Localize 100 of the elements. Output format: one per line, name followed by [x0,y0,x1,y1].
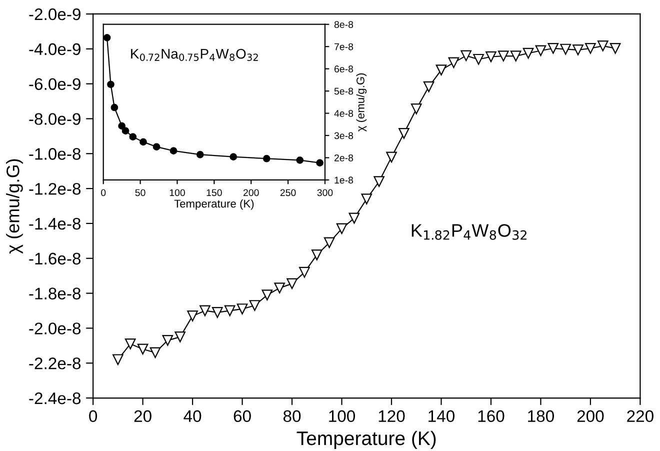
y-tick-label: -1.2e-8 [29,182,81,195]
point [486,51,496,62]
point [423,81,434,92]
point [110,104,118,112]
y2-tick-label: 6e-8 [334,66,354,72]
x-tick-label: 0 [101,189,106,196]
point [137,344,148,355]
point [174,331,186,342]
x-axis-title: Temperature (K) [296,430,436,450]
point [560,44,572,55]
x-tick-label: 20 [134,410,152,422]
point [170,147,178,155]
point [585,42,596,54]
y-tick-label: -4.0e-9 [29,43,80,56]
y-tick-label: -8.0e-9 [29,113,80,125]
point [118,122,126,130]
x-tick-label: 40 [184,410,202,422]
y2-axis-title: χ (emu/g.G) [356,73,367,132]
point [460,50,472,62]
point [107,80,114,88]
point [610,42,621,54]
x-tick-label: 50 [135,189,146,196]
point [152,143,160,151]
point [140,138,147,146]
point [361,194,372,204]
point [311,249,322,260]
y2-tick-label: 1e-8 [334,176,354,184]
x-tick-label: 0 [89,410,98,422]
point [572,44,584,56]
x-tick-label: 180 [528,410,554,422]
point [129,133,137,141]
x-axis-title: Temperature (K) [174,199,254,210]
y2-tick-label: 3e-8 [334,132,354,140]
annotation: K$_{1.82}$P$_{4}$W$_{8}$O$_{32}$ [412,224,526,240]
point [196,150,204,158]
point [398,128,410,139]
y-tick-label: -2.2e-8 [29,357,81,370]
y-tick-label: -2.4e-8 [29,392,81,404]
point [498,50,509,62]
y-tick-label: -1.0e-8 [29,148,81,160]
y2-tick-label: 4e-8 [334,110,354,117]
point [374,176,384,187]
point [224,305,236,316]
point [448,57,460,68]
x-tick-label: 120 [378,410,405,422]
x-tick-label: 220 [627,410,654,422]
x-tick-label: 140 [428,410,454,422]
point [103,34,111,42]
point [122,127,130,135]
point [212,307,223,318]
point [386,152,397,163]
x-tick-label: 80 [283,410,301,422]
x-tick-label: 200 [577,410,604,422]
point [262,290,273,300]
x-tick-label: 200 [243,189,259,196]
point [473,54,484,65]
y-tick-label: -6.0e-9 [29,78,80,90]
point [124,338,136,350]
x-tick-label: 150 [206,189,222,196]
x-tick-label: 100 [329,410,356,422]
point [274,282,285,294]
point [162,334,174,346]
point [200,305,210,316]
y2-tick-label: 2e-8 [334,154,354,162]
y2-tick-label: 7e-8 [334,43,354,50]
y2-tick-label: 5e-8 [334,88,354,95]
y-tick-label: -1.4e-8 [29,218,81,230]
y-tick-label: -1.6e-8 [29,252,81,265]
x-tick-label: 60 [234,410,251,422]
point [236,304,248,314]
point [316,159,324,167]
y-axis-title: χ (emu/g.G) [6,159,23,254]
point [597,40,608,52]
point [410,104,422,114]
point [522,48,534,59]
point [336,223,348,234]
x-tick-label: 100 [170,189,185,196]
point [510,50,522,62]
point [286,278,298,290]
point [348,212,360,224]
y-tick-label: -1.8e-8 [29,288,81,300]
x-tick-label: 160 [478,410,504,422]
point [436,64,447,76]
point [112,354,124,366]
point [150,347,161,358]
y-tick-label: -2.0e-8 [29,322,81,334]
point [324,237,335,248]
point [187,310,198,322]
point [535,45,546,56]
x-tick-label: 300 [317,189,333,196]
text: K$_{0.72}$Na$_{0.75}$P$_{4}$W$_{8}$O$_{32}$ [131,48,258,61]
x-tick-label: 250 [280,189,296,196]
point [299,266,310,278]
point [548,42,559,54]
y2-tick-label: 8e-8 [334,21,354,28]
y-tick-label: -2.0e-9 [29,8,80,20]
point [230,153,238,161]
point [262,154,270,162]
point [249,300,260,311]
point [296,156,304,164]
